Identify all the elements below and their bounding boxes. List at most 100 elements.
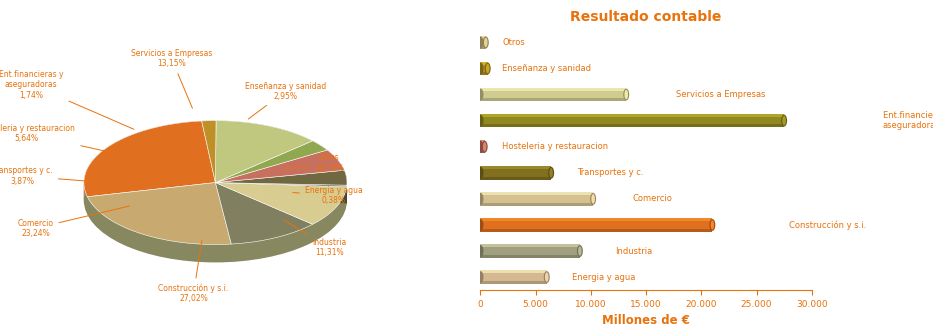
Polygon shape [253,123,254,141]
Ellipse shape [478,63,483,74]
Polygon shape [298,134,299,153]
Polygon shape [216,141,313,200]
FancyBboxPatch shape [480,88,626,101]
Polygon shape [266,126,268,144]
Polygon shape [297,134,298,152]
Polygon shape [276,128,278,146]
Polygon shape [258,124,259,142]
Polygon shape [251,123,253,141]
Polygon shape [112,143,114,162]
Polygon shape [198,121,202,139]
Polygon shape [130,134,132,154]
Polygon shape [216,183,347,203]
Bar [480,218,713,221]
FancyBboxPatch shape [480,166,551,180]
Polygon shape [312,140,313,159]
Polygon shape [103,149,105,168]
Polygon shape [96,155,97,175]
Polygon shape [107,146,109,165]
Polygon shape [309,139,310,157]
Polygon shape [280,128,281,147]
Bar [480,46,486,49]
Text: Servicios a Empresas
13,15%: Servicios a Empresas 13,15% [131,49,213,108]
Bar [480,98,626,101]
Polygon shape [117,141,118,160]
Ellipse shape [478,271,483,283]
Ellipse shape [711,220,714,230]
Bar [480,203,593,206]
Polygon shape [216,170,347,185]
Polygon shape [263,125,265,143]
Polygon shape [216,150,327,200]
Polygon shape [159,126,161,145]
Ellipse shape [478,37,483,48]
Polygon shape [173,124,175,142]
Text: Ent.financieras y
aseguradoras
1,74%: Ent.financieras y aseguradoras 1,74% [0,70,134,129]
Text: Comercio: Comercio [633,194,672,203]
Polygon shape [101,150,103,170]
Bar [480,281,547,284]
Polygon shape [242,122,244,140]
Bar [480,72,488,75]
Text: Ent.financieras y
aseguradoras: Ent.financieras y aseguradoras [883,111,933,130]
Ellipse shape [623,89,629,100]
Polygon shape [272,126,273,145]
Bar [480,140,484,143]
Polygon shape [88,183,231,244]
Bar [480,88,626,91]
Polygon shape [151,127,155,146]
Polygon shape [247,123,249,141]
Polygon shape [121,138,124,157]
Polygon shape [135,132,139,151]
Bar [480,192,593,195]
Text: Transportes y c.
3,87%: Transportes y c. 3,87% [0,166,103,186]
Polygon shape [230,121,232,139]
Polygon shape [216,121,218,139]
Polygon shape [310,140,312,158]
Polygon shape [245,122,247,141]
Ellipse shape [483,142,486,152]
Polygon shape [190,121,194,140]
Polygon shape [274,127,276,146]
Ellipse shape [577,245,583,257]
Polygon shape [305,137,306,156]
Ellipse shape [709,219,716,231]
Polygon shape [227,121,229,139]
Text: Industria: Industria [615,246,652,256]
Polygon shape [259,124,261,142]
Polygon shape [290,132,292,150]
Polygon shape [216,170,344,200]
Polygon shape [229,121,230,139]
Bar [480,114,784,117]
Polygon shape [216,183,347,187]
Ellipse shape [781,115,787,126]
Text: Construcción y s.i.: Construcción y s.i. [788,220,866,230]
Ellipse shape [478,167,483,179]
Polygon shape [306,138,308,156]
Polygon shape [202,121,216,200]
Text: Enseñanza y sanidad
2,95%: Enseñanza y sanidad 2,95% [245,82,327,119]
Polygon shape [202,121,216,200]
Polygon shape [285,130,287,149]
Polygon shape [302,136,303,155]
Ellipse shape [484,37,488,47]
Polygon shape [148,128,151,147]
Ellipse shape [478,141,483,153]
Title: Resultado contable: Resultado contable [570,10,722,24]
Polygon shape [219,121,221,139]
Polygon shape [273,127,274,145]
Bar [480,255,580,258]
FancyBboxPatch shape [480,192,593,206]
Polygon shape [109,144,112,164]
Polygon shape [139,131,142,150]
Polygon shape [155,127,159,145]
Polygon shape [294,133,295,151]
Ellipse shape [482,37,489,48]
Polygon shape [289,131,290,150]
Ellipse shape [481,141,488,153]
Polygon shape [287,131,289,149]
Ellipse shape [578,246,581,256]
Polygon shape [281,129,283,147]
Polygon shape [132,133,135,152]
Polygon shape [265,125,266,143]
